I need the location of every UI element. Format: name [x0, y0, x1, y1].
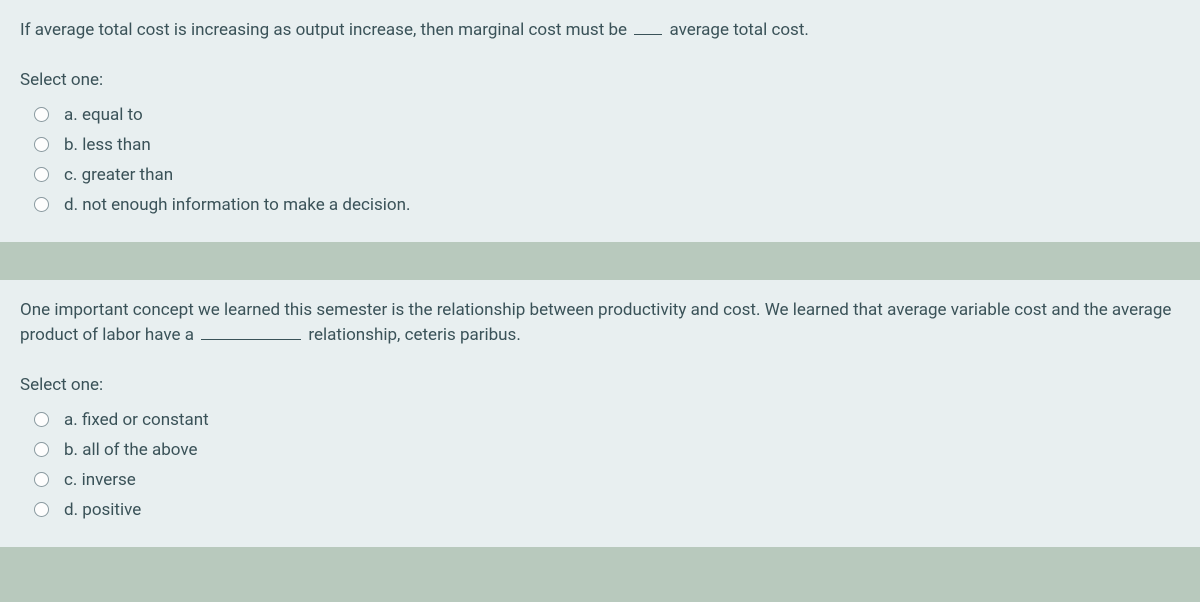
- radio-q2-c[interactable]: [34, 472, 49, 487]
- option-label-1a: a. equal to: [64, 105, 143, 125]
- option-row-2d[interactable]: d. positive: [30, 495, 1180, 525]
- question-text-2: One important concept we learned this se…: [20, 298, 1180, 349]
- radio-q2-b[interactable]: [34, 442, 49, 457]
- option-row-1a[interactable]: a. equal to: [30, 100, 1180, 130]
- radio-q2-a[interactable]: [34, 412, 49, 427]
- radio-q1-b[interactable]: [34, 137, 49, 152]
- question-text-1: If average total cost is increasing as o…: [20, 18, 1180, 44]
- q2-text-pre: One important concept we learned this se…: [20, 300, 1171, 346]
- radio-q2-d[interactable]: [34, 502, 49, 517]
- radio-q1-d[interactable]: [34, 197, 49, 212]
- options-group-2: a. fixed or constant b. all of the above…: [20, 405, 1180, 525]
- option-row-1c[interactable]: c. greater than: [30, 160, 1180, 190]
- option-label-2d: d. positive: [64, 500, 141, 520]
- select-one-label-1: Select one:: [20, 70, 1180, 90]
- option-row-2b[interactable]: b. all of the above: [30, 435, 1180, 465]
- option-row-2c[interactable]: c. inverse: [30, 465, 1180, 495]
- q2-blank: [201, 323, 301, 340]
- radio-wrap: [30, 442, 52, 457]
- option-row-2a[interactable]: a. fixed or constant: [30, 405, 1180, 435]
- radio-wrap: [30, 197, 52, 212]
- option-label-2b: b. all of the above: [64, 440, 197, 460]
- radio-wrap: [30, 107, 52, 122]
- option-row-1d[interactable]: d. not enough information to make a deci…: [30, 190, 1180, 220]
- option-label-1d: d. not enough information to make a deci…: [64, 195, 411, 215]
- option-label-1c: c. greater than: [64, 165, 173, 185]
- select-one-label-2: Select one:: [20, 375, 1180, 395]
- option-row-1b[interactable]: b. less than: [30, 130, 1180, 160]
- q1-text-post: average total cost.: [669, 20, 808, 40]
- option-label-2c: c. inverse: [64, 470, 136, 490]
- q1-text-pre: If average total cost is increasing as o…: [20, 20, 627, 40]
- radio-wrap: [30, 472, 52, 487]
- option-label-1b: b. less than: [64, 135, 151, 155]
- radio-wrap: [30, 502, 52, 517]
- radio-wrap: [30, 137, 52, 152]
- radio-wrap: [30, 167, 52, 182]
- question-block-1: If average total cost is increasing as o…: [0, 0, 1200, 242]
- option-label-2a: a. fixed or constant: [64, 410, 209, 430]
- options-group-1: a. equal to b. less than c. greater than…: [20, 100, 1180, 220]
- q2-text-post: relationship, ceteris paribus.: [308, 325, 520, 345]
- q1-blank: [634, 18, 662, 35]
- radio-wrap: [30, 412, 52, 427]
- radio-q1-a[interactable]: [34, 107, 49, 122]
- radio-q1-c[interactable]: [34, 167, 49, 182]
- question-block-2: One important concept we learned this se…: [0, 280, 1200, 547]
